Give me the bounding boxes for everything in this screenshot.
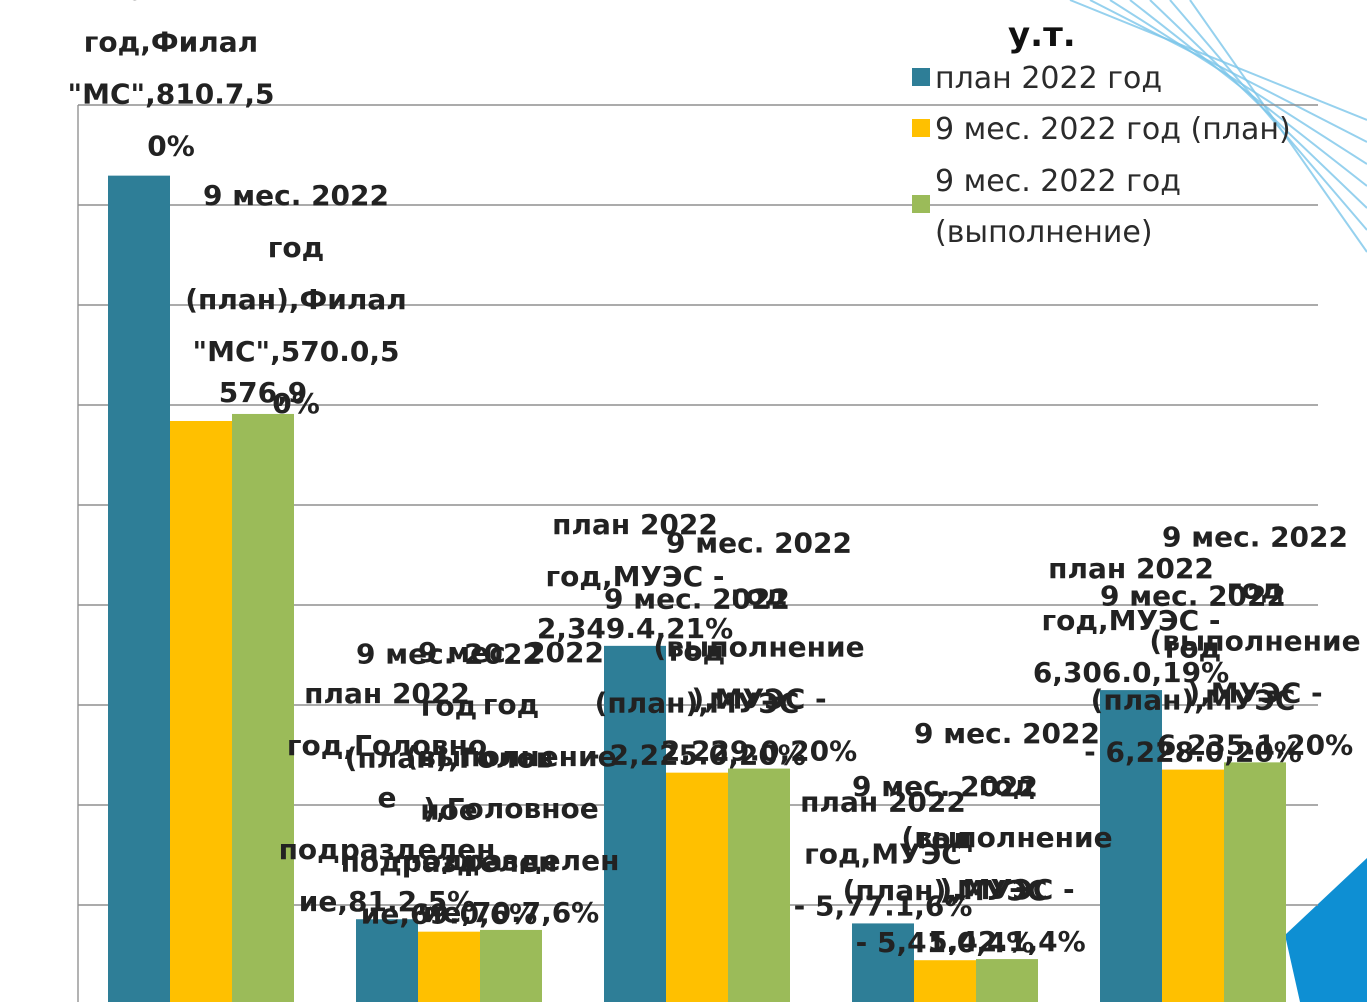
data-label: 9 мес. 2022	[604, 583, 790, 616]
data-label: подразделен	[279, 833, 496, 866]
data-label: ие,70.7,6%	[423, 896, 600, 929]
data-label: 6,306.0,19%	[1033, 656, 1229, 689]
data-label: год,Филал	[84, 26, 258, 59]
data-label: - 5,77.1,6%	[794, 889, 973, 922]
data-label: - 5,41.0,4%	[856, 926, 1035, 959]
data-label: 9 мес. 2022	[1100, 580, 1286, 613]
data-labels: план 2022 год,Филал "МС",810.7,5 0% план 202…	[68, 0, 1361, 959]
data-label: план 2022	[800, 785, 966, 818]
data-label: 9 мес. 2022	[203, 179, 389, 212]
legend-label: план 2022 год	[935, 61, 1162, 96]
data-label: е	[378, 781, 397, 814]
data-label: год	[421, 690, 477, 723]
data-label: (план),МУЭС	[595, 687, 800, 720]
decor-line	[1169, 0, 1367, 231]
data-label: план 2022	[88, 0, 254, 7]
bar	[604, 645, 666, 1002]
bar	[666, 772, 728, 1002]
data-label: (выполнение	[653, 631, 864, 664]
data-label: 2,349.4,21%	[537, 612, 733, 645]
data-label: подразделен	[403, 844, 620, 877]
bar	[1162, 769, 1224, 1002]
data-label: год,Головно	[287, 729, 487, 762]
data-label: 9 мес. 2022	[914, 717, 1100, 750]
decor-corner	[1285, 858, 1367, 1002]
decor-line	[1069, 0, 1367, 121]
data-label: ),МУЭС -	[691, 683, 826, 716]
legend-swatch	[912, 119, 930, 137]
data-label: год	[1227, 572, 1283, 605]
data-label: ),Головное	[423, 792, 599, 825]
data-label: (план),МУЭС	[1091, 684, 1296, 717]
data-label: - 6,228.0,20%	[1084, 736, 1302, 769]
data-label: 9 мес. 2022	[666, 527, 852, 560]
data-label: (план),Голов	[345, 742, 554, 775]
data-label: - 2,225.0,20%	[588, 739, 806, 772]
data-label: 0%	[147, 130, 195, 163]
data-label: ),МУЭС -	[1187, 676, 1322, 709]
data-label: (выполнение	[1149, 624, 1360, 657]
bar	[852, 923, 914, 1002]
data-label: 6,235.1,20%	[1157, 728, 1353, 761]
data-label: 9 мес. 2022	[356, 638, 542, 671]
bar	[728, 768, 790, 1002]
data-label: подразделен	[341, 846, 558, 879]
background-decoration	[1069, 0, 1367, 1002]
bar	[170, 420, 232, 1002]
data-label: год	[268, 231, 324, 264]
bar	[480, 929, 542, 1002]
data-label: ие,81.2,5%	[299, 885, 476, 918]
data-label: 9 мес. 2022	[1162, 520, 1348, 553]
bar	[976, 959, 1038, 1002]
data-label: год,МУЭС	[804, 837, 962, 870]
legend-label: 9 мес. 2022 год	[935, 164, 1181, 199]
data-label: год	[979, 769, 1035, 802]
data-label: (план),Филал	[185, 283, 407, 316]
data-label: год	[669, 635, 725, 668]
bar	[356, 919, 418, 1002]
unit-label: у.т.	[1008, 15, 1076, 55]
data-label: 576,9	[219, 376, 308, 409]
bar	[232, 413, 294, 1002]
bar	[914, 960, 976, 1002]
decor-line	[1089, 0, 1367, 143]
data-label: "МС",810.7,5	[68, 78, 275, 111]
data-label: год	[731, 579, 787, 612]
data-label: 5,42.1,4%	[928, 925, 1085, 958]
data-label: (выполнение	[901, 821, 1112, 854]
data-label: год	[1165, 632, 1221, 665]
legend-swatch	[912, 68, 930, 86]
data-label: (план),МУЭС	[843, 874, 1048, 907]
data-label: (выполнение	[405, 740, 616, 773]
bar	[418, 931, 480, 1002]
data-label: "МС",570.0,5	[193, 335, 400, 368]
data-label: год,МУЭС -	[1041, 604, 1220, 637]
data-label: 2,229.0,20%	[661, 735, 857, 768]
bars	[108, 175, 1286, 1002]
legend-label: 9 мес. 2022 год (план)	[935, 112, 1291, 147]
data-label: план 2022	[304, 677, 470, 710]
data-label: год	[917, 822, 973, 855]
data-label: план 2022	[552, 508, 718, 541]
decor-line	[1109, 0, 1367, 165]
bar	[1100, 690, 1162, 1002]
data-label: план 2022	[1048, 552, 1214, 585]
decor-line	[1189, 0, 1367, 253]
data-label: ие,69.0,6%	[361, 898, 538, 931]
legend-label: (выполнение)	[935, 215, 1153, 250]
bar	[108, 175, 170, 1002]
legend: план 2022 год 9 мес. 2022 год (план) 9 мес…	[912, 61, 1291, 250]
data-label: ),МУЭС -	[939, 873, 1074, 906]
data-label: 9 мес. 2022	[852, 770, 1038, 803]
data-label: 0%	[272, 387, 320, 420]
data-label: ное	[420, 794, 478, 827]
data-label: год,МУЭС -	[545, 560, 724, 593]
data-label: год	[483, 688, 539, 721]
bar	[1224, 762, 1286, 1002]
legend-swatch	[912, 195, 930, 213]
data-label: 9 мес. 2022	[418, 636, 604, 669]
